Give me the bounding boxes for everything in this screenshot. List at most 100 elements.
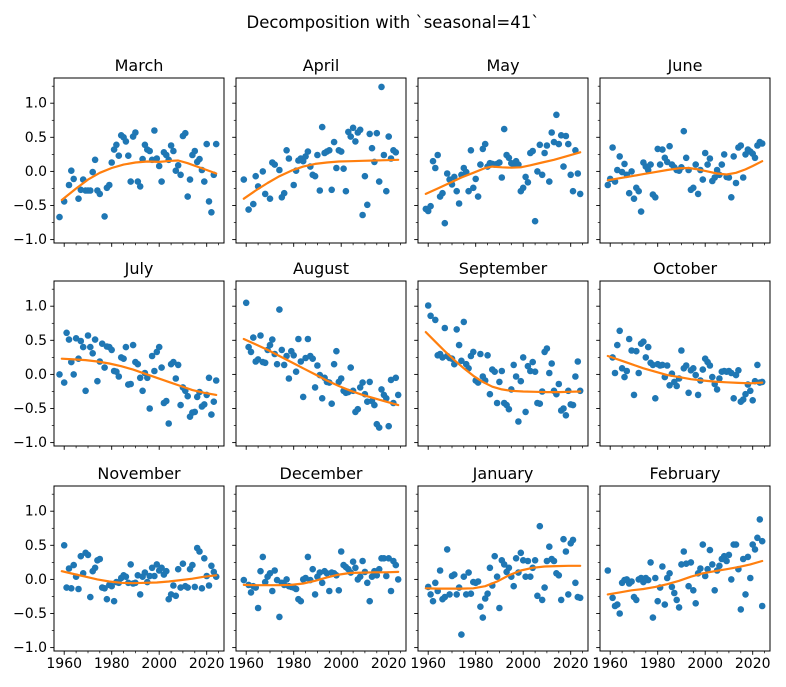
scatter-point [65, 565, 73, 572]
scatter-point [285, 155, 293, 162]
y-tick-label: −1.0 [13, 640, 47, 656]
scatter-point [637, 208, 645, 215]
scatter-point [486, 390, 494, 398]
scatter-point [201, 178, 208, 185]
scatter-point [666, 382, 673, 389]
subplot-april: April [232, 56, 407, 247]
scatter-point [75, 195, 82, 202]
scatter-point [366, 130, 374, 138]
scatter-point [106, 181, 113, 189]
trend-line [242, 337, 400, 407]
scatter-point [713, 386, 721, 393]
scatter-point [432, 164, 439, 172]
scatter-point [652, 194, 659, 201]
scatter-point [108, 346, 115, 354]
trend-line [606, 559, 764, 596]
scatter-point [89, 350, 96, 357]
plot-area-september [424, 302, 584, 425]
trend-line [424, 331, 582, 394]
scatter-point [611, 369, 619, 377]
scatter-point [276, 166, 283, 174]
scatter-point [151, 572, 158, 580]
scatter-point [146, 405, 153, 412]
scatter-point [699, 366, 707, 373]
y-tick-label: −0.5 [13, 606, 47, 622]
scatter-point [749, 397, 756, 404]
scatter-point [673, 382, 680, 390]
scatter-point [725, 174, 733, 181]
scatter-point [352, 138, 359, 145]
scatter-point [635, 187, 642, 195]
plot-area-july [56, 329, 220, 427]
scatter-point [314, 151, 321, 159]
scatter-point [666, 142, 673, 150]
y-tick-label: 1.0 [25, 96, 47, 112]
scatter-point [68, 167, 75, 174]
scatter-point [742, 591, 749, 598]
scatter-point [465, 569, 472, 576]
scatter-point [91, 564, 99, 572]
scatter-point [271, 567, 279, 574]
scatter-point [356, 126, 364, 134]
scatter-point [474, 578, 482, 585]
scatter-point [122, 138, 130, 145]
subplot-august: August [232, 259, 407, 450]
scatter-point [261, 359, 269, 367]
scatter-point [113, 141, 120, 149]
scatter-point [486, 564, 494, 572]
scatter-point [572, 373, 579, 380]
scatter-point [212, 140, 220, 148]
scatter-point [366, 597, 374, 605]
scatter-point [326, 147, 333, 154]
scatter-point [522, 408, 529, 416]
scatter-point [276, 306, 283, 313]
scatter-point [697, 565, 704, 572]
scatter-point [460, 318, 468, 326]
scatter-point [649, 614, 657, 621]
scatter-point [730, 153, 737, 160]
scatter-point [505, 405, 513, 413]
subplot-december: 1960 1980 2000 2020 December [228, 464, 406, 672]
scatter-point [704, 161, 711, 168]
scatter-point [534, 168, 541, 175]
scatter-point [94, 377, 101, 385]
scatter-point [65, 181, 73, 189]
scatter-point [153, 561, 161, 568]
scatter-point [208, 411, 215, 418]
scatter-point [616, 610, 623, 617]
trend-line [60, 357, 218, 396]
scatter-point [280, 189, 288, 197]
scatter-point [271, 161, 279, 168]
scatter-point [706, 546, 714, 554]
scatter-point [673, 596, 680, 604]
scatter-point [309, 565, 317, 573]
scatter-point [654, 597, 661, 605]
scatter-point [519, 354, 527, 361]
scatter-point [136, 591, 144, 598]
scatter-point [546, 369, 553, 377]
scatter-point [616, 327, 623, 335]
scatter-point [685, 389, 692, 397]
plot-area-february [604, 516, 766, 621]
axes-frame [53, 280, 225, 447]
x-tick-label: 1960 [592, 656, 628, 672]
scatter-point [565, 591, 572, 598]
scatter-point [609, 144, 616, 151]
scatter-point [96, 190, 104, 198]
scatter-point [158, 178, 165, 185]
plot-area-january [424, 522, 584, 638]
scatter-point [318, 579, 326, 587]
scatter-point [380, 151, 388, 159]
axes-frame [599, 485, 771, 652]
scatter-point [735, 367, 742, 374]
scatter-point [141, 569, 149, 576]
scatter-point [512, 555, 520, 562]
figure-suptitle: Decomposition with `seasonal=41` [246, 13, 540, 32]
scatter-point [115, 152, 123, 159]
scatter-point [493, 573, 501, 580]
scatter-point [132, 129, 139, 136]
scatter-point [536, 141, 544, 149]
scatter-point [505, 154, 513, 162]
scatter-point [529, 358, 536, 366]
scatter-point [359, 379, 366, 386]
